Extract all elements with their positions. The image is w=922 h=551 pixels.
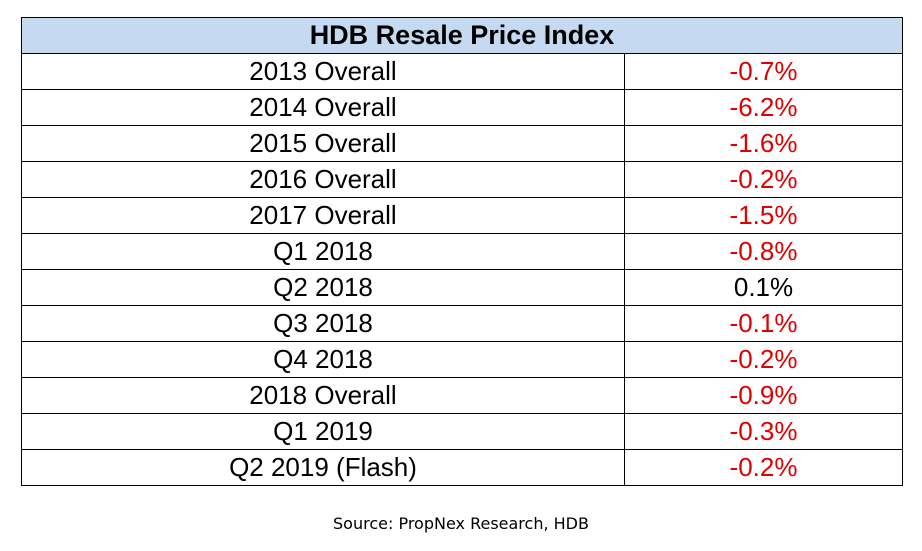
table-row: 2013 Overall -0.7% (21, 53, 904, 90)
period-label: 2015 Overall (21, 125, 625, 162)
price-index-table: HDB Resale Price Index 2013 Overall -0.7%… (20, 17, 904, 486)
period-label: Q3 2018 (21, 305, 625, 342)
change-value: -1.6% (623, 125, 904, 162)
change-value: 0.1% (623, 269, 904, 306)
period-label: Q2 2018 (21, 269, 625, 306)
table-row: Q2 2018 0.1% (21, 269, 904, 306)
table-row: Q3 2018 -0.1% (21, 305, 904, 342)
change-value: -0.1% (623, 305, 904, 342)
table-row: 2015 Overall -1.6% (21, 125, 904, 162)
period-label: 2016 Overall (21, 161, 625, 198)
source-note: Source: PropNex Research, HDB (333, 514, 589, 533)
period-label: 2013 Overall (21, 53, 625, 90)
period-label: Q1 2019 (21, 413, 625, 450)
change-value: -0.2% (623, 161, 904, 198)
table-title: HDB Resale Price Index (20, 17, 904, 54)
change-value: -6.2% (623, 89, 904, 126)
table-row: Q4 2018 -0.2% (21, 341, 904, 378)
change-value: -0.7% (623, 53, 904, 90)
period-label: 2014 Overall (21, 89, 625, 126)
change-value: -0.2% (623, 449, 904, 486)
period-label: 2018 Overall (21, 377, 625, 414)
table-body: 2013 Overall -0.7% 2014 Overall -6.2% 2015 O… (21, 53, 904, 486)
price-index-table-container: HDB Resale Price Index 2013 Overall -0.7%… (20, 17, 904, 486)
table-row: Q1 2018 -0.8% (21, 233, 904, 270)
period-label: Q4 2018 (21, 341, 625, 378)
change-value: -0.8% (623, 233, 904, 270)
table-row: 2017 Overall -1.5% (21, 197, 904, 234)
table-header-row: HDB Resale Price Index (20, 17, 904, 54)
period-label: Q2 2019 (Flash) (21, 449, 625, 486)
table-row: Q1 2019 -0.3% (21, 413, 904, 450)
table-row: 2016 Overall -0.2% (21, 161, 904, 198)
period-label: Q1 2018 (21, 233, 625, 270)
table-row: 2018 Overall -0.9% (21, 377, 904, 414)
change-value: -0.3% (623, 413, 904, 450)
period-label: 2017 Overall (21, 197, 625, 234)
table-row: Q2 2019 (Flash) -0.2% (21, 449, 904, 486)
change-value: -0.9% (623, 377, 904, 414)
table-row: 2014 Overall -6.2% (21, 89, 904, 126)
change-value: -1.5% (623, 197, 904, 234)
change-value: -0.2% (623, 341, 904, 378)
